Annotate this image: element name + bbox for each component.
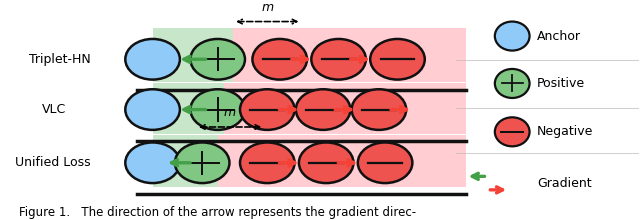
Text: $m$: $m$ <box>260 1 274 14</box>
Ellipse shape <box>370 39 425 80</box>
Ellipse shape <box>311 39 366 80</box>
Ellipse shape <box>125 39 180 80</box>
Ellipse shape <box>240 143 294 183</box>
Bar <box>152 83 224 134</box>
Ellipse shape <box>240 89 294 130</box>
Bar <box>233 28 466 82</box>
Ellipse shape <box>495 69 529 98</box>
Text: $m$: $m$ <box>223 106 237 119</box>
Bar <box>218 135 466 187</box>
Bar <box>152 135 218 187</box>
Ellipse shape <box>125 143 180 183</box>
Ellipse shape <box>252 39 307 80</box>
Ellipse shape <box>296 89 350 130</box>
Ellipse shape <box>495 22 529 51</box>
Ellipse shape <box>191 39 245 80</box>
Text: Triplet-HN: Triplet-HN <box>29 53 91 66</box>
Ellipse shape <box>125 89 180 130</box>
Text: Positive: Positive <box>537 77 585 90</box>
Ellipse shape <box>351 89 406 130</box>
Ellipse shape <box>191 89 245 130</box>
Ellipse shape <box>175 143 230 183</box>
Text: Figure 1.   The direction of the arrow represents the gradient direc-: Figure 1. The direction of the arrow rep… <box>19 206 417 219</box>
Ellipse shape <box>495 117 529 146</box>
Text: Gradient: Gradient <box>537 177 591 190</box>
Bar <box>152 28 233 82</box>
Ellipse shape <box>358 143 412 183</box>
Ellipse shape <box>299 143 353 183</box>
Text: Unified Loss: Unified Loss <box>15 156 91 169</box>
Text: Anchor: Anchor <box>537 29 581 42</box>
Text: Negative: Negative <box>537 125 593 138</box>
Text: VLC: VLC <box>42 103 66 116</box>
Bar <box>224 83 466 134</box>
